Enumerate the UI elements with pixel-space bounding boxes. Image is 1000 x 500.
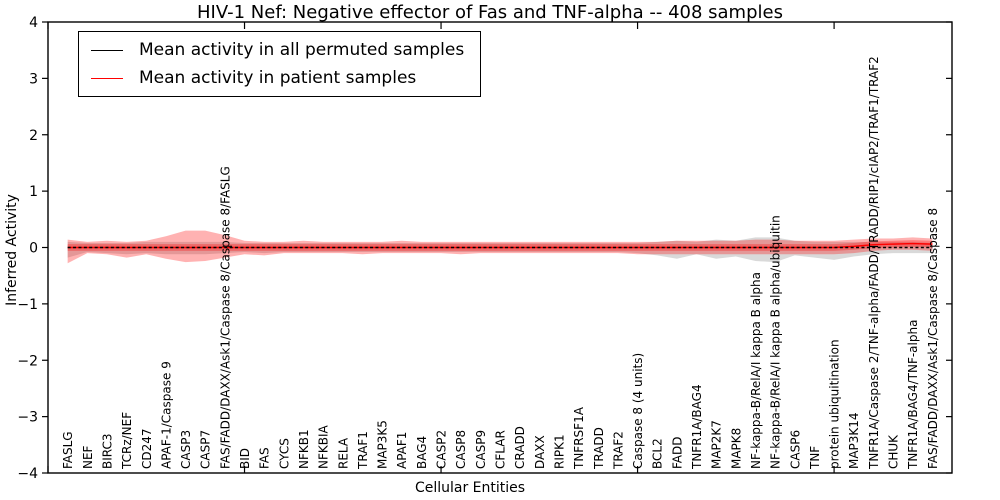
x-tick-label: CYCS	[277, 438, 291, 469]
x-tick-label: DAXX	[533, 435, 547, 469]
y-tick-label: −2	[17, 353, 38, 369]
y-tick-label: 3	[29, 71, 38, 87]
x-tick-label: RELA	[336, 437, 350, 469]
x-tick-label: BAG4	[415, 436, 429, 469]
x-tick-label: TRAF1	[356, 431, 370, 470]
y-tick-label: 1	[29, 184, 38, 200]
plot-lines	[67, 242, 933, 249]
x-tick-label: TCRz/NEF	[120, 412, 134, 470]
x-tick-label: Caspase 8 (4 units)	[631, 353, 645, 469]
band-patient-samples-range-inner	[67, 240, 933, 251]
x-tick-label: APAF-1/Caspase 9	[159, 361, 173, 469]
x-tick-label: FASLG	[61, 431, 75, 469]
x-axis-label: Cellular Entities	[414, 480, 526, 496]
plot-tick-marks	[42, 21, 952, 474]
legend-entry-permuted: Mean activity in all permuted samples	[91, 40, 464, 60]
x-tick-label: APAF1	[395, 432, 409, 469]
y-tick-label: 0	[29, 241, 38, 257]
x-tick-label: NFKB1	[297, 429, 311, 469]
y-tick-label: 2	[29, 128, 38, 144]
x-tick-label: CD247	[140, 428, 154, 469]
x-tick-label: BID	[238, 448, 252, 469]
legend-label: Mean activity in patient samples	[139, 68, 417, 88]
legend-label: Mean activity in all permuted samples	[139, 40, 465, 60]
x-tick-label: CASP7	[199, 430, 213, 469]
x-tick-labels: FASLG NEF BIRC3 TCRz/NEF CD247 APAF-1/Caspase…	[61, 56, 940, 470]
y-tick-label: −3	[17, 410, 38, 426]
x-tick-label: CHUK	[887, 434, 901, 469]
band-permuted-samples-range	[67, 237, 933, 263]
x-tick-label: CFLAR	[494, 430, 508, 469]
x-tick-label: TNFR1A/BAG4/TNF-alpha	[906, 320, 920, 470]
x-tick-label: NEF	[81, 445, 95, 469]
y-tick-label: −4	[17, 466, 38, 482]
x-tick-label: TNF	[808, 446, 822, 470]
x-tick-label: CASP2	[435, 430, 449, 469]
x-tick-label: BCL2	[651, 438, 665, 469]
x-tick-label: TNFR1A/Caspase 2/TNF-alpha/FADD/TRADD/RI…	[867, 56, 881, 470]
x-tick-label: MAPK8	[729, 428, 743, 469]
x-tick-label: FAS/FADD/DAXX/Ask1/Caspase 8/Caspase 8	[926, 208, 940, 469]
legend-line-swatch-black	[91, 49, 123, 51]
x-tick-label: CRADD	[513, 426, 527, 469]
y-tick-label: 4	[29, 15, 38, 31]
x-tick-label: TRAF2	[611, 431, 625, 470]
x-tick-label: FAS/FADD/DAXX/Ask1/Caspase 8/Caspase 8/F…	[218, 166, 232, 469]
x-tick-label: MAP2K7	[710, 420, 724, 469]
x-tick-label: MAP3K5	[376, 420, 390, 469]
x-tick-label: CASP3	[179, 430, 193, 469]
x-tick-label: NF-kappa-B/RelA/I kappa B alpha	[749, 272, 763, 469]
x-tick-label: TRADD	[592, 427, 606, 470]
x-tick-label: NF-kappa-B/RelA/I kappa B alpha/ubiquiti…	[769, 215, 783, 469]
x-tick-label: RIPK1	[552, 434, 566, 469]
x-tick-label: TNFRSF1A	[572, 406, 586, 470]
x-tick-label: protein ubiquitination	[828, 339, 842, 469]
legend-line-swatch-red	[91, 77, 123, 79]
chart-title: HIV-1 Nef: Negative effector of Fas and …	[197, 2, 783, 23]
x-tick-label: TNFR1A/BAG4	[690, 384, 704, 470]
y-axis-label: Inferred Activity	[4, 194, 20, 306]
y-tick-label: −1	[17, 297, 38, 313]
x-tick-label: FAS	[258, 447, 272, 469]
legend-entry-patient: Mean activity in patient samples	[91, 68, 464, 88]
legend: Mean activity in all permuted samples Me…	[78, 31, 482, 97]
x-tick-label: CASP8	[454, 430, 468, 469]
x-tick-label: NFKBIA	[317, 424, 331, 469]
y-tick-labels: 4 3 2 1 0 −1 −2 −3 −4	[17, 15, 38, 482]
x-tick-label: BIRC3	[100, 433, 114, 469]
x-tick-label: CASP9	[474, 430, 488, 469]
x-tick-label: MAP3K14	[847, 412, 861, 469]
x-tick-label: FADD	[670, 437, 684, 470]
x-tick-label: CASP6	[788, 430, 802, 469]
